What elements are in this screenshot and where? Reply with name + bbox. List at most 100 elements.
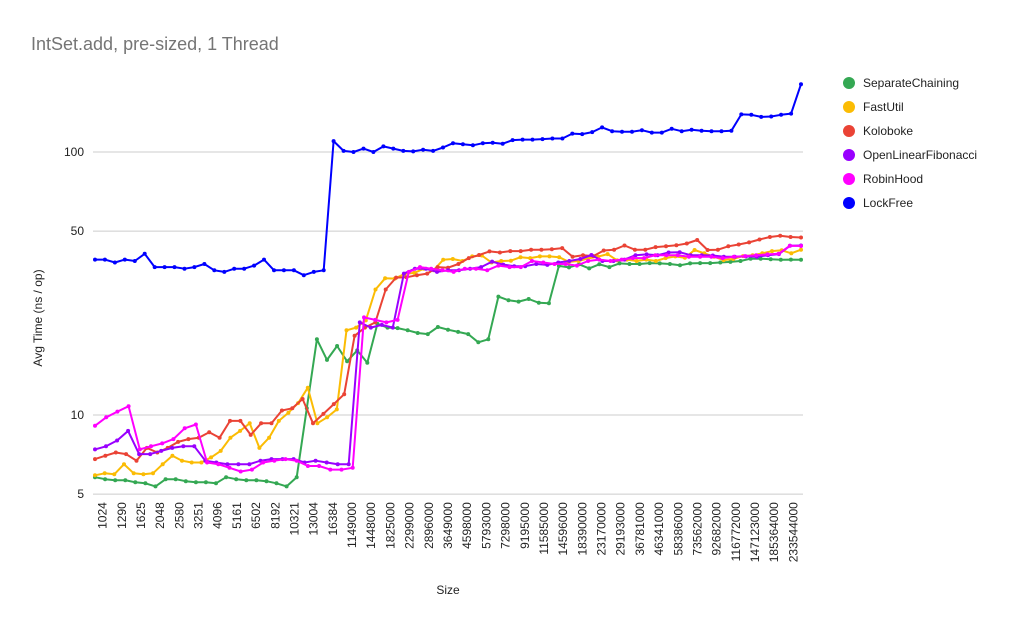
data-point (236, 462, 241, 467)
data-point (644, 252, 649, 257)
data-point (134, 458, 139, 463)
data-point (507, 265, 512, 270)
data-point (131, 471, 136, 476)
legend-label-LockFree: LockFree (863, 196, 913, 210)
x-tick-label: 6502 (249, 502, 263, 529)
data-point (799, 247, 803, 252)
data-point (141, 472, 146, 477)
data-point (456, 262, 461, 266)
x-tick-label: 9195000 (518, 502, 532, 549)
data-point (171, 437, 176, 442)
data-point (217, 435, 222, 440)
data-point (486, 337, 491, 342)
data-point (678, 263, 682, 268)
data-point (765, 252, 770, 257)
data-point (698, 254, 703, 259)
data-point (93, 473, 97, 478)
data-point (748, 256, 753, 261)
data-point (365, 360, 370, 365)
data-point (272, 268, 276, 273)
data-point (345, 359, 350, 364)
data-point (395, 317, 400, 322)
x-tick-label: 36781000 (633, 502, 647, 556)
y-tick-label: 10 (71, 408, 85, 422)
data-point (173, 477, 178, 482)
data-point (261, 460, 266, 465)
data-point (152, 265, 157, 270)
data-point (653, 259, 658, 263)
data-point (305, 464, 310, 468)
data-point (695, 238, 700, 242)
data-point (518, 255, 523, 260)
data-point (137, 447, 142, 452)
data-point (590, 130, 595, 135)
data-point (720, 256, 725, 261)
data-point (272, 458, 277, 463)
x-axis-ticks: 1024 1290 1625 2048 2580 3251 4096 5161 6502 8192… (96, 502, 801, 562)
data-point (379, 322, 384, 327)
data-point (597, 257, 602, 262)
data-point (466, 332, 471, 337)
data-point (664, 253, 669, 258)
data-point (281, 268, 286, 273)
data-point (132, 259, 137, 263)
data-point (768, 257, 773, 262)
data-point (346, 462, 351, 467)
data-point (425, 271, 430, 276)
data-point (383, 276, 388, 281)
data-point (142, 251, 147, 256)
data-point (789, 111, 794, 116)
x-tick-label: 23170000 (595, 502, 609, 556)
data-point (418, 265, 422, 270)
data-point (630, 256, 635, 261)
data-point (301, 273, 306, 278)
data-point (238, 469, 243, 474)
data-point (207, 430, 212, 435)
data-point (485, 268, 490, 273)
data-point (570, 254, 575, 259)
data-point (248, 432, 253, 437)
data-point (526, 297, 531, 301)
data-point (649, 130, 654, 135)
x-tick-label: 8192 (268, 502, 282, 529)
legend-swatch-Koloboke (843, 125, 855, 137)
data-point (300, 397, 305, 401)
data-point (643, 247, 648, 252)
legend-swatch-LockFree (843, 197, 855, 209)
data-point (647, 261, 652, 266)
x-tick-label: 73562000 (690, 502, 704, 556)
data-point (684, 241, 689, 246)
data-point (622, 243, 627, 248)
data-point (699, 128, 704, 133)
data-point (528, 256, 533, 261)
data-point (115, 438, 120, 443)
data-point (331, 402, 336, 407)
data-point (747, 240, 752, 245)
data-point (567, 265, 571, 270)
y-tick-label: 5 (77, 487, 84, 501)
data-point (578, 257, 583, 261)
data-point (500, 141, 505, 146)
data-point (269, 421, 274, 426)
data-point (421, 147, 426, 152)
data-point (536, 300, 541, 305)
data-point (203, 480, 208, 485)
data-point (238, 428, 243, 433)
data-point (778, 233, 783, 238)
data-point (547, 254, 552, 259)
data-point (743, 254, 747, 259)
data-point (605, 252, 610, 257)
data-point (234, 477, 239, 482)
data-point (709, 254, 714, 259)
x-tick-label: 29193000 (614, 502, 628, 556)
data-point (113, 450, 118, 455)
data-point (216, 462, 221, 467)
data-point (252, 263, 257, 268)
x-tick-label: 233544000 (786, 502, 800, 562)
data-point (163, 477, 168, 482)
data-point (496, 294, 501, 299)
data-point (311, 269, 316, 274)
data-point (540, 137, 545, 142)
data-point (412, 270, 417, 275)
data-point (470, 143, 475, 148)
